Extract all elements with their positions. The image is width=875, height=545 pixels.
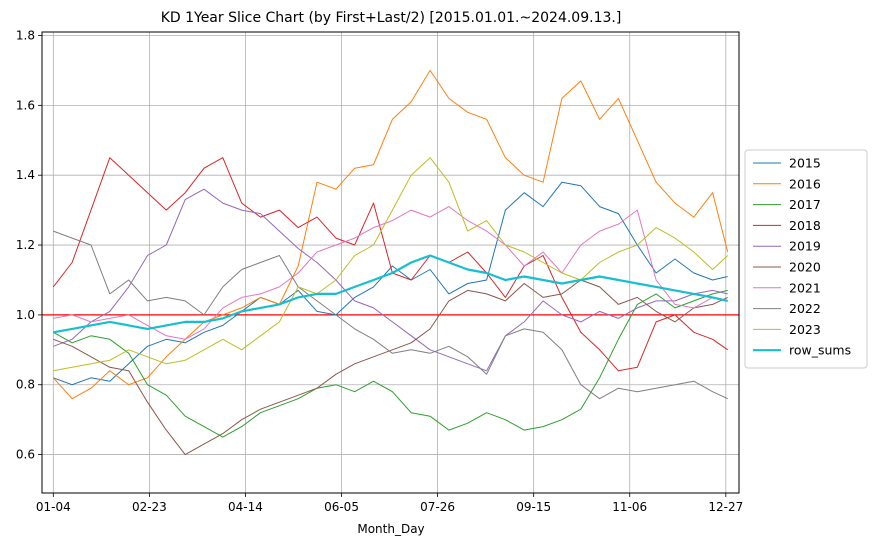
legend-label: row_sums bbox=[789, 343, 851, 358]
legend-label: 2020 bbox=[789, 260, 821, 275]
x-tick-label: 07-26 bbox=[420, 500, 455, 514]
x-tick-label: 01-04 bbox=[36, 500, 71, 514]
y-tick-label: 1.0 bbox=[16, 308, 35, 322]
x-tick-label: 12-27 bbox=[708, 500, 743, 514]
legend-label: 2017 bbox=[789, 197, 821, 212]
series-line-2022 bbox=[53, 230, 728, 400]
series-line-2016 bbox=[52, 69, 729, 400]
legend-label: 2021 bbox=[789, 280, 821, 295]
series-line-2017 bbox=[53, 289, 728, 438]
legend-label: 2022 bbox=[789, 301, 821, 316]
legend-label: 2018 bbox=[789, 218, 821, 233]
series-layer bbox=[52, 69, 729, 456]
x-tick-label: 11-06 bbox=[612, 500, 647, 514]
y-tick-label: 1.4 bbox=[16, 168, 35, 182]
x-tick-label: 06-05 bbox=[324, 500, 359, 514]
y-tick-label: 1.8 bbox=[16, 28, 35, 42]
chart-title: KD 1Year Slice Chart (by First+Last/2) [… bbox=[161, 10, 622, 26]
x-tick-label: 02-23 bbox=[132, 500, 167, 514]
y-tick-label: 0.6 bbox=[16, 448, 35, 462]
series-line-2019 bbox=[53, 188, 728, 372]
legend-label: 2019 bbox=[789, 239, 821, 254]
y-tick-label: 1.2 bbox=[16, 238, 35, 252]
legend-label: 2015 bbox=[789, 156, 821, 171]
series-line-row_sums bbox=[53, 254, 728, 334]
series-line-2021 bbox=[53, 206, 728, 340]
legend: 2015 2016 2017 2018 2019 2020 2021 2022 2023 row_… bbox=[744, 149, 868, 369]
plot-frame bbox=[41, 31, 740, 494]
grid-layer bbox=[42, 32, 739, 493]
legend-label: 2016 bbox=[789, 176, 821, 191]
x-tick-label: 09-15 bbox=[516, 500, 551, 514]
y-tick-label: 1.6 bbox=[16, 98, 35, 112]
y-tick-label: 0.8 bbox=[16, 378, 35, 392]
series-line-2020 bbox=[53, 279, 728, 456]
legend-label: 2023 bbox=[789, 322, 821, 337]
series-line-2018 bbox=[52, 157, 728, 372]
series-line-2023 bbox=[53, 157, 729, 372]
x-axis-label: Month_Day bbox=[357, 522, 424, 536]
x-tick-label: 04-14 bbox=[228, 500, 263, 514]
axis-layer: 01-04 02-23 04-14 06-05 07-26 09-15 11-06 12-27… bbox=[16, 28, 743, 514]
series-line-2015 bbox=[53, 181, 728, 386]
